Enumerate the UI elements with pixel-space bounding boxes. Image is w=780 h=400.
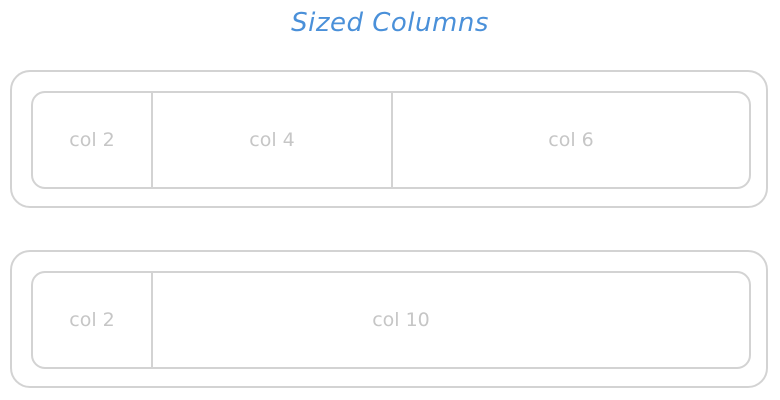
- column-col-6: col 6: [548, 129, 594, 151]
- column-col-2: col 2: [33, 273, 153, 367]
- row-container-2: col 2 col 10: [10, 250, 768, 388]
- column-col-4: col 4: [153, 93, 393, 187]
- column-col-2: col 2: [33, 93, 153, 187]
- row-1: col 2 col 4 col 6: [31, 91, 751, 189]
- diagram-title: Sized Columns: [291, 8, 489, 38]
- row-container-1: col 2 col 4 col 6: [10, 70, 768, 208]
- row-2: col 2 col 10: [31, 271, 751, 369]
- column-col-10: col 10: [372, 309, 430, 331]
